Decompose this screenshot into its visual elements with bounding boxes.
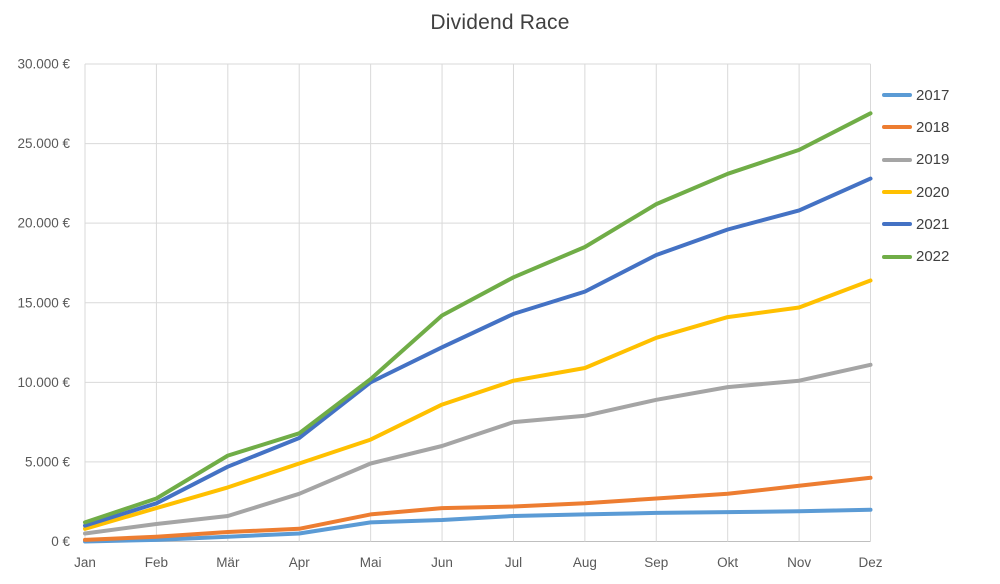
x-tick-label: Aug [573,555,597,570]
legend-swatch-icon [882,222,912,227]
y-tick-label: 20.000 € [17,216,70,231]
legend-item-2020: 2020 [882,176,949,208]
legend-item-2019: 2019 [882,144,949,176]
legend-label: 2020 [916,183,950,201]
legend-label: 2019 [916,151,950,169]
series-line-2019 [83,362,873,536]
y-tick-label: 30.000 € [17,57,70,72]
legend-swatch-icon [882,125,912,130]
legend-label: 2021 [916,215,950,233]
chart-title: Dividend Race [430,11,570,34]
x-tick-label: Jun [431,555,453,570]
legend-label: 2022 [916,248,950,266]
x-tick-label: Jan [74,555,96,570]
y-tick-label: 10.000 € [17,375,70,390]
legend-item-2018: 2018 [882,111,949,143]
series-line-2018 [83,475,873,542]
legend-swatch-icon [882,254,912,259]
x-tick-label: Feb [145,555,168,570]
legend-swatch-icon [882,190,912,195]
legend-label: 2018 [916,118,950,136]
x-tick-label: Mär [216,555,240,570]
x-tick-label: Apr [289,555,311,570]
series-line-2020 [83,278,873,531]
x-tick-label: Sep [644,555,668,570]
x-tick-label: Jul [505,555,522,570]
legend: 2017 2018 2019 2020 2021 2022 [882,79,949,273]
x-tick-label: Okt [717,555,738,570]
series-line-2022 [83,111,873,525]
x-tick-label: Nov [787,555,811,570]
legend-item-2022: 2022 [882,240,949,272]
legend-swatch-icon [882,93,912,98]
y-tick-label: 15.000 € [17,295,70,310]
x-tick-label: Dez [858,555,882,570]
y-tick-label: 0 € [51,534,70,549]
legend-label: 2017 [916,86,950,104]
legend-item-2021: 2021 [882,208,949,240]
series-line-2017 [83,507,873,544]
y-tick-label: 25.000 € [17,136,70,151]
series-line-2021 [83,176,873,528]
y-tick-label: 5.000 € [25,454,71,469]
x-tick-label: Mai [360,555,382,570]
legend-item-2017: 2017 [882,79,949,111]
legend-swatch-icon [882,157,912,162]
